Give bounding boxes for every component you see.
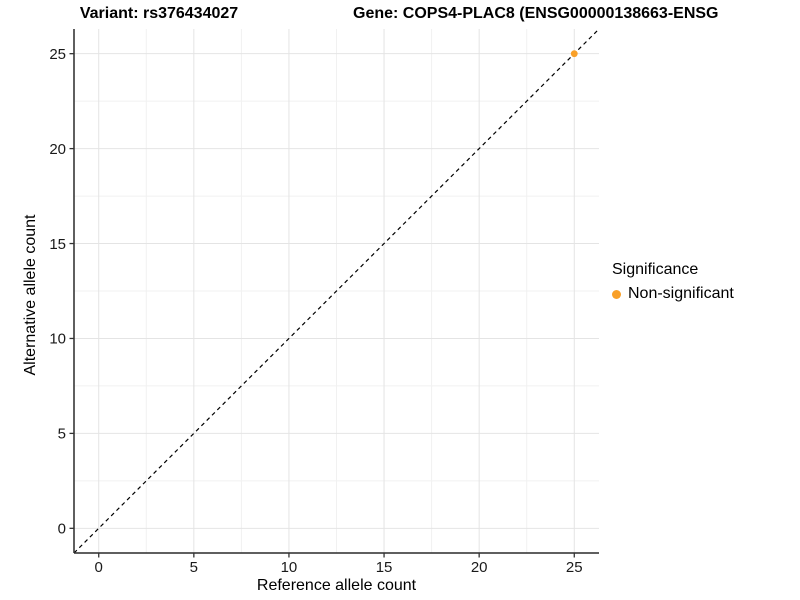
y-tick-label: 5 [58, 426, 66, 443]
y-tick-label: 20 [49, 141, 66, 158]
x-tick-label: 10 [281, 559, 298, 576]
y-axis-title: Alternative allele count [22, 214, 39, 376]
grid-major [74, 29, 599, 553]
legend-title: Significance [612, 261, 699, 278]
gene-title: Gene: COPS4-PLAC8 (ENSG00000138663-ENSG [353, 5, 719, 22]
x-tick-label: 15 [376, 559, 393, 576]
x-tick-label: 20 [471, 559, 488, 576]
y-tick-label: 10 [49, 331, 66, 348]
data-points [570, 50, 578, 58]
y-tick-label: 25 [49, 46, 66, 63]
identity-line [73, 28, 600, 554]
y-tick-label: 0 [58, 521, 66, 538]
x-tick-labels: 0 5 10 15 20 25 [95, 559, 583, 576]
y-tick-label: 15 [49, 236, 66, 253]
y-tick-labels: 0 5 10 15 20 25 [49, 46, 66, 538]
x-axis-title: Reference allele count [256, 577, 417, 594]
x-tick-label: 0 [95, 559, 103, 576]
grid-minor [74, 29, 599, 553]
x-tick-label: 25 [566, 559, 583, 576]
legend-item: Non-significant [612, 285, 734, 303]
identity-line [73, 28, 600, 554]
x-tick-label: 5 [190, 559, 198, 576]
legend-item-label: Non-significant [628, 285, 734, 302]
legend: Significance Non-significant [612, 261, 734, 303]
axis-ticks [69, 53, 575, 558]
data-point [570, 50, 578, 58]
axis-lines [73, 29, 599, 554]
legend-point-icon [612, 289, 621, 299]
variant-title: Variant: rs376434027 [79, 5, 239, 22]
